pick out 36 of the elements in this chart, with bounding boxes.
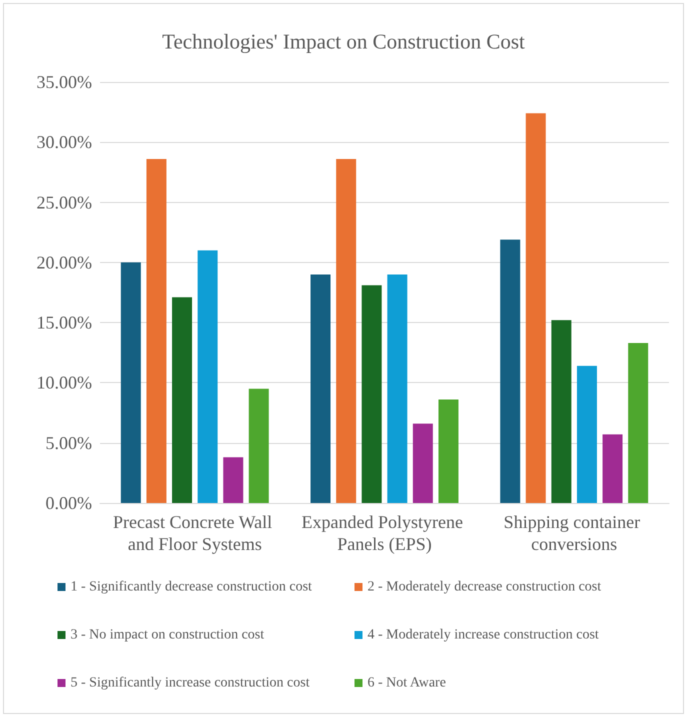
bar [438, 400, 458, 503]
x-tick-label: Precast Concrete Wall and Floor Systems [112, 512, 277, 554]
legend-label: 1 - Significantly decrease construction cost [70, 580, 312, 594]
bar [248, 388, 269, 503]
y-tick-label: 10.00% [36, 372, 92, 393]
bar [120, 262, 141, 503]
y-tick-label: 0.00% [46, 493, 92, 513]
y-tick-label: 25.00% [36, 192, 92, 212]
y-tick-label: 5.00% [46, 432, 92, 453]
bar [628, 343, 648, 503]
bar [198, 250, 218, 503]
chart-title: Technologies' Impact on Construction Cost [162, 30, 526, 54]
bar [362, 285, 382, 503]
bar [336, 158, 356, 503]
bar [223, 457, 244, 503]
bar [412, 424, 433, 503]
bar [387, 274, 408, 503]
legend-label: 3 - No impact on construction cost [70, 628, 264, 642]
legend-label: 6 - Not Aware [368, 676, 446, 690]
bar [172, 297, 192, 503]
bar [576, 366, 597, 503]
y-tick-label: 35.00% [36, 72, 92, 92]
legend-label: 4 - Moderately increase construction cost [368, 628, 599, 642]
bar [551, 320, 572, 503]
y-tick-label: 30.00% [36, 132, 92, 152]
bar [310, 274, 331, 503]
x-tick-label: Shipping container conversions [504, 512, 645, 554]
y-tick-label: 15.00% [36, 312, 92, 333]
y-tick-label: 20.00% [36, 252, 92, 272]
x-tick-label: Expanded Polystyrene Panels (EPS) [302, 512, 468, 554]
bar [146, 158, 166, 503]
legend-label: 5 - Significantly increase construction cost [70, 676, 310, 690]
bar [602, 434, 623, 503]
legend-label: 2 - Moderately decrease construction cost [368, 580, 602, 594]
bar [500, 240, 520, 503]
bar [526, 113, 546, 503]
